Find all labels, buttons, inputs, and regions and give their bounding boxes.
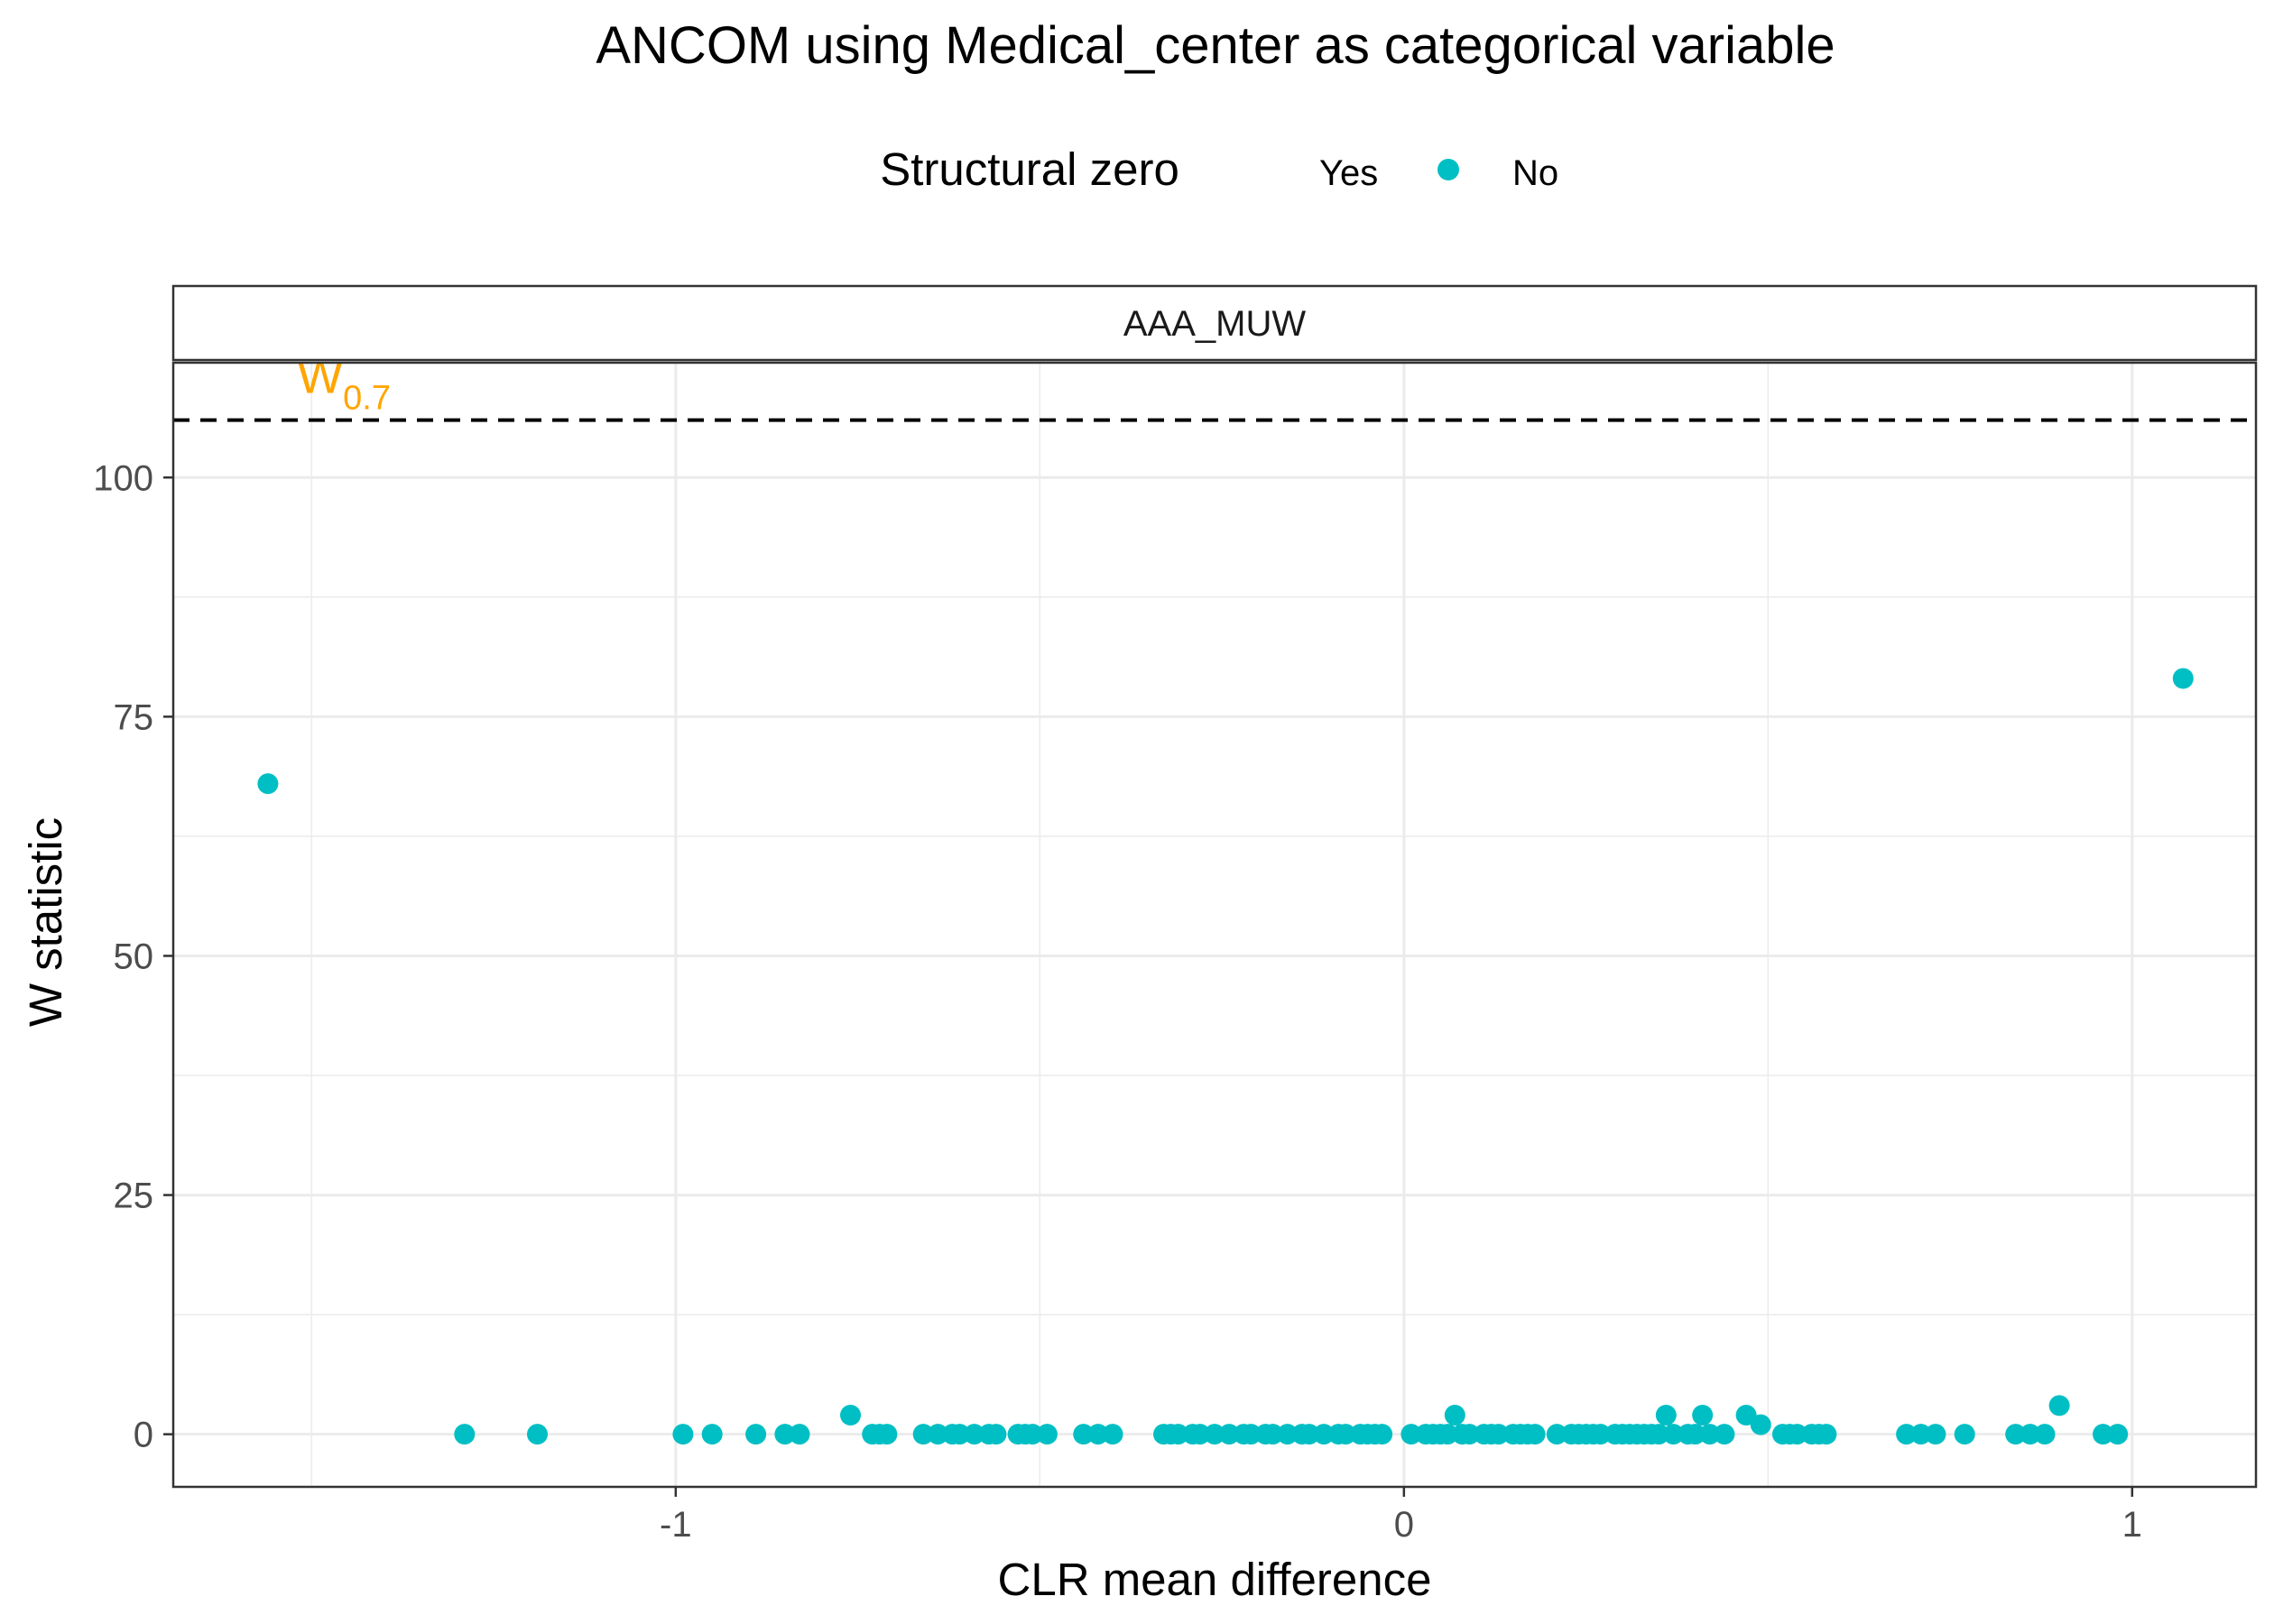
data-point [672,1424,694,1445]
data-point [1458,1424,1480,1445]
data-point [1546,1424,1567,1445]
x-axis: -1 0 1 [660,1487,2142,1545]
x-tick-label: -1 [660,1505,692,1545]
data-point [912,1424,934,1445]
threshold-label-main: W [297,350,343,404]
data-point [927,1424,948,1445]
data-point [774,1424,796,1445]
y-axis: 0 25 50 75 100 [93,458,173,1455]
data-point [701,1424,723,1445]
grid-minor [173,363,2256,1487]
data-point [1750,1414,1771,1435]
data-point [1524,1424,1546,1445]
data-point [1168,1424,1189,1445]
data-point [1787,1424,1808,1445]
legend-key-no [1437,159,1459,180]
data-point [1662,1424,1684,1445]
data-point [1954,1424,1975,1445]
data-point [1240,1424,1262,1445]
data-point [257,773,279,795]
data-point [1590,1424,1612,1445]
data-point [2005,1424,2027,1445]
data-point [1444,1404,1465,1426]
y-axis-label: W statistic [20,817,71,1027]
data-point [1189,1424,1211,1445]
chart-title: ANCOM using Medical_center as categorica… [596,16,1835,75]
threshold-label: W0.7 [297,350,391,418]
data-point [964,1424,985,1445]
plot-panel [173,363,2256,1487]
data-point [1714,1424,1735,1445]
y-tick-label: 25 [114,1176,154,1216]
data-point [1218,1424,1240,1445]
data-point [1400,1424,1422,1445]
data-point [1299,1424,1320,1445]
data-point [1036,1424,1058,1445]
legend-label-yes: Yes [1319,153,1378,193]
data-point [1335,1424,1356,1445]
data-point [1204,1424,1225,1445]
threshold-label-sub: 0.7 [343,380,391,418]
data-point [1021,1424,1043,1445]
y-tick-label: 75 [114,697,154,737]
data-point [1277,1424,1299,1445]
data-point [2172,668,2194,689]
x-tick-label: 0 [1394,1505,1414,1545]
data-point [2020,1424,2041,1445]
data-point [1699,1424,1721,1445]
data-points [257,668,2194,1445]
data-point [526,1424,548,1445]
facet-strip [171,284,2258,362]
data-point [1437,1424,1458,1445]
panel-border [171,361,2258,1489]
legend: Structural zero Yes No [880,143,1558,195]
data-point [949,1424,971,1445]
y-tick-label: 50 [114,937,154,976]
data-point [1102,1424,1123,1445]
data-point [840,1404,862,1426]
data-point [789,1424,810,1445]
data-point [1925,1424,1946,1445]
data-point [1073,1424,1095,1445]
data-point [876,1424,898,1445]
data-point [1087,1424,1109,1445]
data-point [2107,1424,2129,1445]
y-tick-label: 100 [93,458,153,498]
data-point [1655,1404,1677,1426]
x-tick-label: 1 [2122,1505,2142,1545]
legend-label-no: No [1512,153,1558,193]
data-point [2034,1424,2056,1445]
data-point [1313,1424,1335,1445]
data-point [1896,1424,1918,1445]
data-point [1910,1424,1932,1445]
legend-title: Structural zero [880,143,1179,195]
data-point [1692,1404,1714,1426]
data-point [2093,1424,2114,1445]
facet-label: AAA_MUW [1123,304,1306,344]
y-tick-label: 0 [134,1416,153,1455]
data-point [1262,1424,1284,1445]
data-point [1372,1424,1393,1445]
data-point [1685,1424,1706,1445]
data-point [454,1424,476,1445]
data-point [2048,1395,2070,1416]
data-point [1648,1424,1669,1445]
data-point [745,1424,767,1445]
data-point [1816,1424,1837,1445]
data-point [1488,1424,1510,1445]
data-point [985,1424,1007,1445]
x-axis-label: CLR mean difference [998,1554,1432,1605]
